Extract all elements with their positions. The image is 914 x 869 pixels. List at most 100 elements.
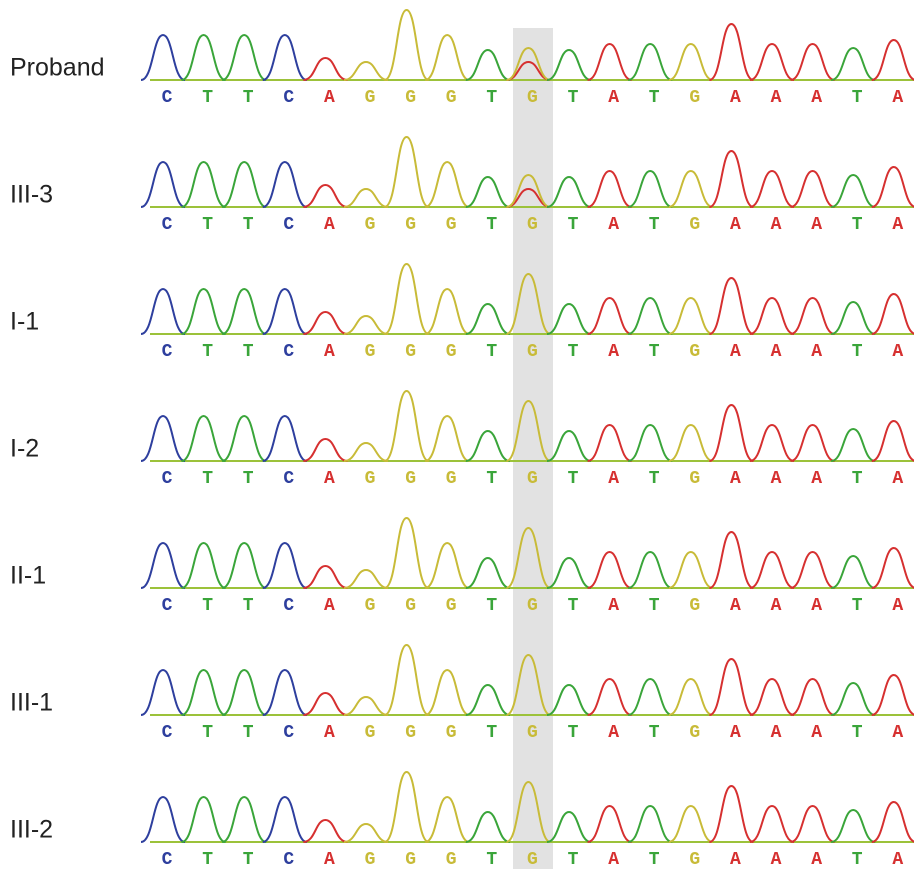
peak (709, 278, 753, 334)
peak (831, 302, 875, 334)
peak (222, 35, 266, 80)
base-call: C (162, 88, 173, 108)
base-call: T (568, 850, 579, 869)
base-call: A (608, 88, 619, 108)
base-call: A (608, 342, 619, 362)
base-call: T (243, 215, 254, 235)
peak (141, 289, 185, 334)
peak (425, 35, 469, 80)
base-call: T (568, 88, 579, 108)
peak (385, 645, 429, 715)
peak (872, 802, 914, 842)
peak (831, 810, 875, 842)
peak (466, 431, 510, 461)
peak (141, 797, 185, 842)
base-call: A (811, 88, 822, 108)
base-call: C (283, 596, 294, 616)
peak (344, 697, 388, 715)
peak (263, 797, 307, 842)
peak (628, 298, 672, 334)
peak (303, 58, 347, 80)
peak (547, 50, 591, 80)
base-call: A (811, 596, 822, 616)
base-call: T (568, 215, 579, 235)
base-call: A (771, 723, 782, 743)
peak (141, 162, 185, 207)
peak (222, 416, 266, 461)
base-call: G (405, 723, 416, 743)
peak (344, 443, 388, 461)
base-call: G (365, 342, 376, 362)
peak (791, 679, 835, 715)
base-call: G (527, 215, 538, 235)
peak (588, 552, 632, 588)
peak (344, 62, 388, 80)
base-call: T (202, 215, 213, 235)
peak (547, 304, 591, 334)
peak (385, 518, 429, 588)
base-call: G (446, 88, 457, 108)
peak (709, 659, 753, 715)
base-call: G (527, 342, 538, 362)
base-call: T (852, 469, 863, 489)
base-call: A (811, 342, 822, 362)
base-call: A (608, 723, 619, 743)
base-call: T (202, 723, 213, 743)
peak (182, 797, 226, 842)
peak (385, 10, 429, 80)
peak (669, 425, 713, 461)
base-call: G (527, 596, 538, 616)
base-call: T (649, 342, 660, 362)
peak (872, 421, 914, 461)
peak (791, 552, 835, 588)
base-call: C (162, 596, 173, 616)
row-label: I-2 (10, 435, 39, 463)
base-call: G (405, 469, 416, 489)
base-call: T (649, 469, 660, 489)
base-call: G (446, 469, 457, 489)
base-call: A (811, 723, 822, 743)
base-call: T (852, 723, 863, 743)
peak (750, 298, 794, 334)
peak (141, 670, 185, 715)
base-call: G (446, 850, 457, 869)
peak (872, 294, 914, 334)
base-call: A (730, 723, 741, 743)
peak (385, 391, 429, 461)
peak (425, 670, 469, 715)
base-call: A (811, 469, 822, 489)
peak (222, 289, 266, 334)
peak (669, 552, 713, 588)
base-call: C (162, 215, 173, 235)
base-call: G (446, 215, 457, 235)
peak (263, 670, 307, 715)
base-call: A (771, 469, 782, 489)
peak (385, 264, 429, 334)
base-call: A (771, 342, 782, 362)
base-call: G (689, 723, 700, 743)
peak (182, 543, 226, 588)
base-call: A (324, 342, 335, 362)
peak (588, 44, 632, 80)
base-call: A (324, 723, 335, 743)
base-call: C (283, 723, 294, 743)
peak (750, 679, 794, 715)
base-call: A (324, 596, 335, 616)
peak (182, 416, 226, 461)
base-call: A (730, 469, 741, 489)
peak (831, 48, 875, 80)
peak (831, 683, 875, 715)
peak (385, 137, 429, 207)
peak (709, 532, 753, 588)
peak (588, 171, 632, 207)
base-call: T (202, 342, 213, 362)
peak (628, 171, 672, 207)
peak (872, 675, 914, 715)
peak (791, 44, 835, 80)
peak (222, 797, 266, 842)
peak (669, 44, 713, 80)
row-label: III-1 (10, 689, 53, 717)
base-call: A (811, 215, 822, 235)
peak (303, 693, 347, 715)
base-call: C (162, 723, 173, 743)
